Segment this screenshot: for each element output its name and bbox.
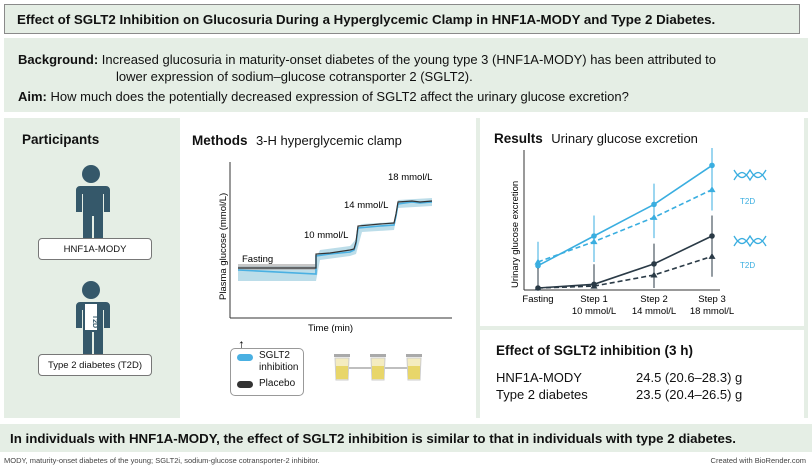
dna-icon-mody-top <box>733 168 767 182</box>
x-tick-2-l1: Step 2 <box>640 294 667 305</box>
data-point-1-2 <box>650 213 658 220</box>
clamp-label-fasting: Fasting <box>242 254 273 265</box>
background-line: Background: Increased glucosuria in matu… <box>18 51 716 68</box>
series-line-1 <box>537 188 713 263</box>
data-point-0-3 <box>709 162 715 169</box>
data-point-1-0 <box>534 258 542 265</box>
legend-sglt2: SGLT2 inhibition <box>259 350 298 374</box>
cup-icon-3 <box>406 354 422 381</box>
urine-cups-icon <box>334 354 422 381</box>
conclusion: In individuals with HNF1A-MODY, the effe… <box>0 424 812 452</box>
person-icon-mody <box>76 165 110 240</box>
background-text-2: lower expression of sodium–glucose cotra… <box>116 69 473 84</box>
clamp-y-label: Plasma glucose (mmol/L) <box>218 193 229 300</box>
x-tick-3-l2: 18 mmol/L <box>690 306 734 317</box>
results-chart: Urinary glucose excretion T2D T2D Fastin… <box>510 148 767 317</box>
clamp-label-14: 14 mmol/L <box>344 200 388 211</box>
cup-icon-2 <box>370 354 386 381</box>
clamp-label-18: 18 mmol/L <box>388 172 432 183</box>
group-label-mody: HNF1A-MODY <box>38 238 152 260</box>
group-label-t2d: Type 2 diabetes (T2D) <box>38 354 152 376</box>
participants-panel: Participants HNF1A-MODY T2D Type 2 diabe… <box>4 118 180 418</box>
data-point-3-1 <box>590 282 598 289</box>
arrow-up-icon: ↑ <box>238 336 245 352</box>
footnote: MODY, maturity-onset diabetes of the you… <box>4 456 320 465</box>
aim-text: How much does the potentially decreased … <box>50 89 629 104</box>
effect-group-mody: HNF1A-MODY <box>496 370 582 385</box>
data-point-2-3 <box>709 233 715 239</box>
participants-heading: Participants <box>22 132 100 147</box>
data-point-1-3 <box>708 186 716 193</box>
legend-placebo: Placebo <box>259 378 296 389</box>
effect-panel: Effect of SGLT2 inhibition (3 h) HNF1A-M… <box>480 330 804 418</box>
figure-title: Effect of SGLT2 Inhibition on Glucosuria… <box>4 4 800 34</box>
effect-heading: Effect of SGLT2 inhibition (3 h) <box>496 343 693 358</box>
background-section: Background: Increased glucosuria in matu… <box>4 38 808 112</box>
legend-sglt2-line2: inhibition <box>259 362 299 373</box>
aim-line: Aim: How much does the potentially decre… <box>18 88 629 105</box>
person-icon-t2d <box>76 281 110 356</box>
aim-label: Aim: <box>18 89 47 104</box>
effect-value-t2d: 23.5 (20.4–26.5) g <box>636 387 743 402</box>
dna-icon-mody-bottom <box>733 234 767 248</box>
clamp-x-label: Time (min) <box>308 323 353 334</box>
background-text-1: Increased glucosuria in maturity-onset d… <box>101 52 717 67</box>
data-point-3-3 <box>708 252 716 259</box>
background-label: Background: <box>18 52 99 67</box>
tag-t2d-placebo: T2D <box>740 261 755 270</box>
x-tick-2-l2: 14 mmol/L <box>632 306 676 317</box>
x-tick-0-l1: Fasting <box>522 294 553 305</box>
x-tick-3-l1: Step 3 <box>698 294 725 305</box>
legend-sglt2-line1: SGLT2 <box>259 350 290 361</box>
cup-icon-1 <box>334 354 350 381</box>
clamp-label-10: 10 mmol/L <box>304 230 348 241</box>
pill-icon-sglt2 <box>237 354 253 361</box>
effect-value-mody: 24.5 (20.6–28.3) g <box>636 370 743 385</box>
t2d-shirt-label: T2D <box>91 314 99 329</box>
series-line-2 <box>537 235 713 289</box>
data-point-3-2 <box>650 271 658 278</box>
pill-icon-placebo <box>237 381 253 388</box>
results-header: Results Urinary glucose excretion <box>494 130 698 148</box>
data-point-1-1 <box>590 238 598 245</box>
effect-group-t2d: Type 2 diabetes <box>496 387 588 402</box>
methods-subheading: 3-H hyperglycemic clamp <box>255 133 402 148</box>
legend-box: SGLT2 inhibition Placebo <box>230 348 304 396</box>
clamp-line-placebo <box>238 200 433 269</box>
series-line-0 <box>537 164 713 267</box>
clamp-chart: Fasting 10 mmol/L 14 mmol/L 18 mmol/L Pl… <box>218 162 452 334</box>
clamp-band-sglt2 <box>238 198 432 281</box>
x-tick-1-l1: Step 1 <box>580 294 607 305</box>
x-tick-1-l2: 10 mmol/L <box>572 306 616 317</box>
series-line-3 <box>537 255 713 289</box>
results-y-label: Urinary glucose excretion <box>510 181 521 288</box>
credit: Created with BioRender.com <box>710 456 806 465</box>
results-heading: Results <box>494 131 543 146</box>
methods-heading: Methods <box>192 133 248 148</box>
results-panel: Results Urinary glucose excretion Urinar… <box>480 118 804 326</box>
tag-t2d-sglt2: T2D <box>740 197 755 206</box>
methods-header: Methods 3-H hyperglycemic clamp <box>192 132 402 150</box>
results-subheading: Urinary glucose excretion <box>551 131 698 146</box>
methods-panel: Methods 3-H hyperglycemic clamp Fasting … <box>180 118 476 418</box>
data-point-3-0 <box>534 284 542 291</box>
